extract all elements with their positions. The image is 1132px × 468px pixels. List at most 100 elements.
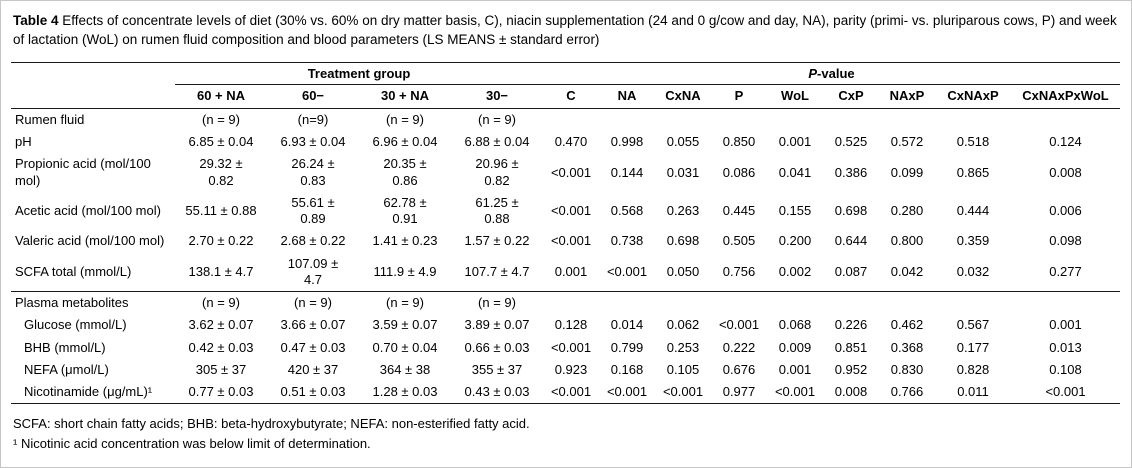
p-value-cell: 0.001 bbox=[778, 134, 812, 150]
treatment-value-cell: 305 ± 37 bbox=[195, 361, 247, 377]
p-value-cell: 0.676 bbox=[722, 361, 756, 377]
column-header-30: 30− bbox=[451, 84, 543, 109]
treatment-value-cell: 55.11 ± 0.88 bbox=[185, 203, 257, 219]
footnote-nicotinic-acid: ¹ Nicotinic acid concentration was below… bbox=[13, 436, 371, 452]
row-label: Acetic acid (mol/100 mol) bbox=[15, 203, 161, 219]
p-value-cell: 0.011 bbox=[935, 381, 1011, 405]
p-value-cell: 0.505 bbox=[722, 233, 756, 249]
p-value-cell bbox=[711, 108, 767, 131]
treatment-group-header: Treatment group bbox=[175, 61, 543, 86]
treatment-value-cell: 420 ± 37 bbox=[287, 361, 339, 377]
row-label: SCFA total (mmol/L) bbox=[11, 252, 175, 293]
p-value-cell bbox=[935, 292, 1011, 315]
data-row: SCFA total (mmol/L) 138.1 ± 4.7 107.09 ± 4… bbox=[11, 252, 1120, 293]
p-value-cell: 0.128 bbox=[554, 317, 588, 333]
column-header-naxp: NAxP bbox=[879, 84, 935, 109]
row-label: Valeric acid (mol/100 mol) bbox=[15, 233, 165, 249]
p-value-cell: 0.086 bbox=[722, 164, 756, 180]
p-value-cell: 0.155 bbox=[778, 203, 812, 219]
treatment-value-cell: 3.89 ± 0.07 bbox=[464, 317, 530, 333]
data-row: BHB (mmol/L) 0.42 ± 0.03 0.47 ± 0.03 0.70 ±… bbox=[11, 337, 1120, 359]
p-value-cell: 0.865 bbox=[956, 164, 990, 180]
p-value-cell: 0.698 bbox=[666, 233, 700, 249]
p-value-cell: 0.222 bbox=[722, 339, 756, 355]
treatment-value-cell: 6.93 ± 0.04 bbox=[280, 134, 346, 150]
footnote-abbreviations: SCFA: short chain fatty acids; BHB: beta… bbox=[13, 416, 530, 432]
p-value-cell: 0.525 bbox=[834, 134, 868, 150]
p-value-cell bbox=[823, 292, 879, 315]
p-value-cell: 0.977 bbox=[711, 381, 767, 405]
p-value-cell: 0.998 bbox=[610, 134, 644, 150]
p-value-cell bbox=[879, 108, 935, 131]
p-value-cell: 0.006 bbox=[1049, 203, 1082, 219]
p-value-cell: 0.124 bbox=[1049, 134, 1082, 150]
treatment-value-cell: 0.42 ± 0.03 bbox=[188, 339, 254, 355]
p-value-cell: <0.001 bbox=[543, 381, 599, 405]
treatment-value-cell: 3.62 ± 0.07 bbox=[188, 317, 254, 333]
data-row: NEFA (μmol/L) 305 ± 37 420 ± 37 364 ± 38 355… bbox=[11, 359, 1120, 381]
p-value-cell: 0.644 bbox=[834, 233, 868, 249]
p-value-cell: 0.567 bbox=[956, 317, 990, 333]
p-value-group-header: P-value bbox=[543, 61, 1120, 86]
p-value-cell: 0.738 bbox=[610, 233, 644, 249]
treatment-value-cell: 355 ± 37 bbox=[471, 361, 523, 377]
column-header-cxp: CxP bbox=[823, 84, 879, 109]
treatment-value-cell: 0.70 ± 0.04 bbox=[372, 339, 438, 355]
p-value-cell: 0.062 bbox=[666, 317, 700, 333]
p-value-cell: 0.001 bbox=[543, 252, 599, 293]
p-value-cell: 0.041 bbox=[778, 164, 812, 180]
p-value-cell: 0.368 bbox=[890, 339, 924, 355]
treatment-value-cell: 6.96 ± 0.04 bbox=[372, 134, 438, 150]
p-value-cell: <0.001 bbox=[550, 233, 592, 249]
p-value-cell: 0.014 bbox=[610, 317, 644, 333]
treatment-value-cell: 20.35 ± 0.86 bbox=[383, 156, 427, 188]
p-value-cell: 0.830 bbox=[890, 361, 924, 377]
p-value-cell: 0.008 bbox=[823, 381, 879, 405]
section-row: Rumen fluid (n = 9) (n=9) (n = 9) (n = 9) bbox=[11, 108, 1120, 131]
treatment-value-cell: 0.66 ± 0.03 bbox=[464, 339, 530, 355]
column-header-blank bbox=[11, 84, 175, 109]
p-value-rest: -value bbox=[817, 65, 855, 81]
data-row: Glucose (mmol/L) 3.62 ± 0.07 3.66 ± 0.07 3.… bbox=[11, 314, 1120, 336]
p-value-cell: 0.828 bbox=[956, 361, 990, 377]
treatment-value-cell: (n = 9) bbox=[478, 111, 516, 127]
p-value-cell: 0.470 bbox=[554, 134, 588, 150]
p-value-cell bbox=[655, 108, 711, 131]
column-header-30-na: 30 + NA bbox=[359, 84, 451, 109]
section-label: Rumen fluid bbox=[15, 111, 85, 127]
treatment-value-cell: 0.43 ± 0.03 bbox=[451, 381, 543, 405]
p-value-cell: <0.001 bbox=[599, 381, 655, 405]
treatment-value-cell: 3.66 ± 0.07 bbox=[280, 317, 346, 333]
p-value-cell: 0.445 bbox=[722, 203, 756, 219]
p-value-cell bbox=[655, 292, 711, 315]
p-value-cell: 0.923 bbox=[554, 361, 588, 377]
caption-label: Table 4 bbox=[13, 13, 59, 28]
p-value-cell: 0.568 bbox=[610, 203, 644, 219]
row-label: BHB (mmol/L) bbox=[24, 339, 106, 355]
p-value-cell: 0.042 bbox=[879, 252, 935, 293]
p-value-cell: 0.144 bbox=[610, 164, 644, 180]
p-value-cell: 0.098 bbox=[1049, 233, 1082, 249]
group-header-blank bbox=[11, 61, 175, 85]
p-value-cell bbox=[543, 292, 599, 315]
p-value-cell: 0.032 bbox=[935, 252, 1011, 293]
column-header-p: P bbox=[711, 84, 767, 109]
treatment-value-cell: 61.25 ± 0.88 bbox=[475, 194, 519, 227]
p-value-cell: 0.756 bbox=[711, 252, 767, 293]
caption-text: Effects of concentrate levels of diet (3… bbox=[13, 13, 1117, 47]
p-value-cell: 0.850 bbox=[722, 134, 756, 150]
treatment-value-cell: 1.41 ± 0.23 bbox=[372, 233, 438, 249]
p-value-cell bbox=[599, 108, 655, 131]
p-value-cell: <0.001 bbox=[1011, 381, 1120, 405]
treatment-value-cell: 364 ± 38 bbox=[379, 361, 431, 377]
column-header-cxnaxpxwol: CxNAxPxWoL bbox=[1011, 84, 1120, 109]
p-value-cell bbox=[823, 108, 879, 131]
p-value-cell: 0.462 bbox=[890, 317, 924, 333]
table-head: Treatment group P-value 60 + NA 60− 30 + N… bbox=[11, 61, 1120, 109]
treatment-value-cell: (n = 9) bbox=[386, 295, 424, 311]
p-value-cell: 0.952 bbox=[834, 361, 868, 377]
p-value-cell: 0.031 bbox=[666, 164, 700, 180]
column-header-c: C bbox=[543, 84, 599, 109]
treatment-value-cell: 26.24 ± 0.83 bbox=[291, 156, 335, 188]
